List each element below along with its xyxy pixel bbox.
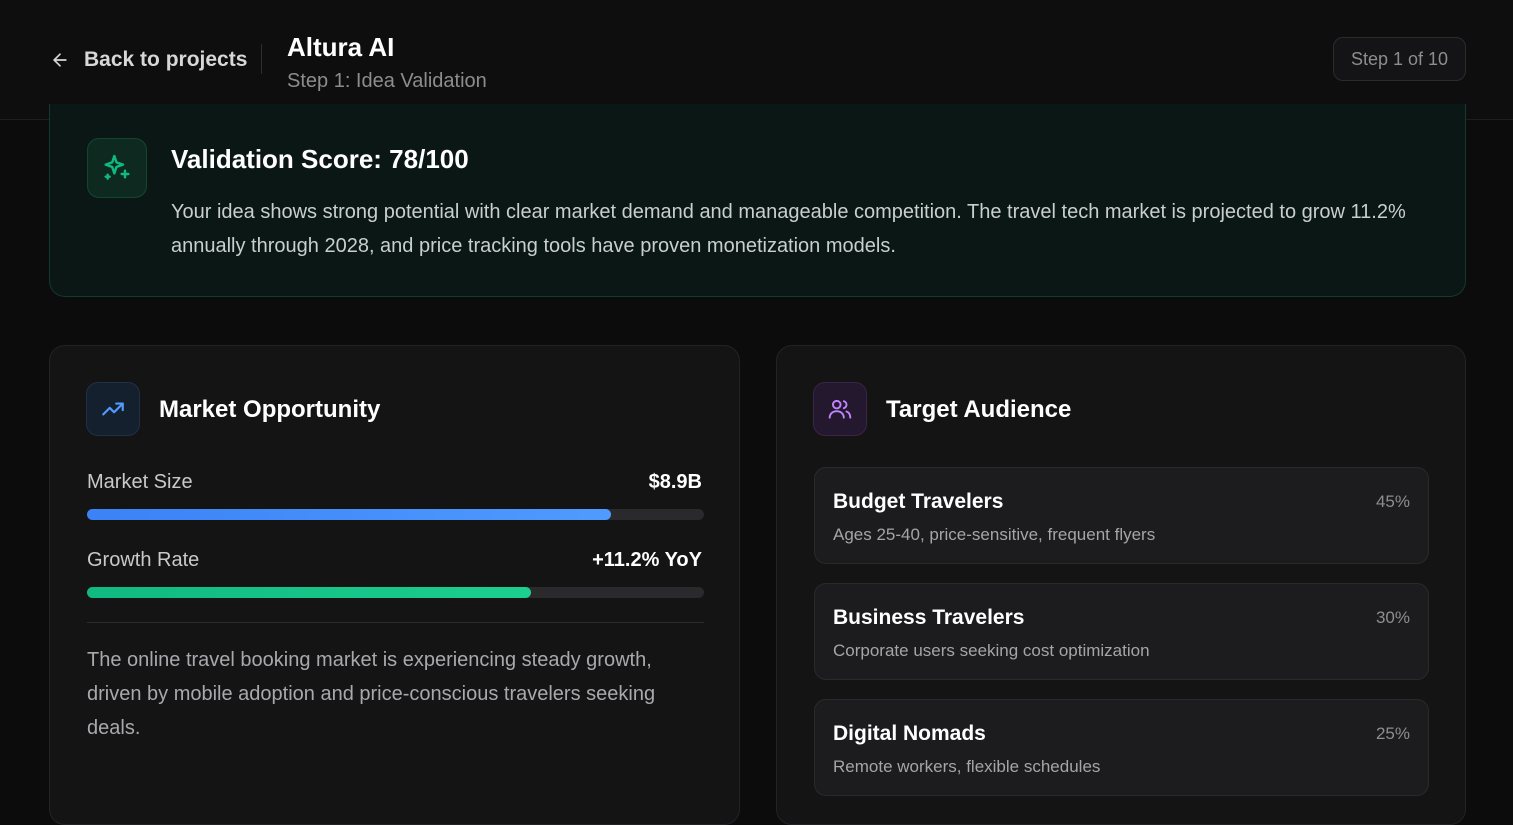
back-link-label: Back to projects: [84, 48, 248, 71]
segment-description: Ages 25-40, price-sensitive, frequent fl…: [833, 525, 1156, 544]
segment-share: 30%: [1375, 608, 1410, 627]
audience-segment[interactable]: Digital Nomads Remote workers, flexible …: [814, 699, 1429, 796]
step-subtitle: Step 1: Idea Validation: [287, 70, 487, 92]
users-icon: [813, 382, 867, 436]
validation-score-card: Validation Score: 78/100 Your idea shows…: [49, 104, 1466, 297]
arrow-left-icon: [53, 53, 67, 67]
market-size-bar-fill: [87, 509, 612, 520]
header-divider: [261, 44, 262, 74]
growth-rate-value: +11.2% YoY: [592, 549, 702, 571]
segment-share: 25%: [1375, 724, 1410, 743]
market-description: The online travel booking market is expe…: [87, 649, 656, 739]
segment-name: Digital Nomads: [833, 722, 986, 745]
segment-description: Remote workers, flexible schedules: [833, 757, 1101, 776]
validation-score-title: Validation Score: 78/100: [171, 144, 469, 174]
segment-name: Budget Travelers: [833, 490, 1004, 513]
step-badge: Step 1 of 10: [1333, 37, 1466, 81]
validation-score-description: Your idea shows strong potential with cl…: [171, 201, 1406, 257]
market-opportunity-title: Market Opportunity: [159, 396, 381, 423]
trending-up-icon: [86, 382, 140, 436]
sparkles-icon: [87, 138, 147, 198]
market-opportunity-card: Market Opportunity Market Size $8.9B Gro…: [49, 345, 740, 825]
top-header: Back to projects Altura AI Step 1: Idea …: [0, 0, 1513, 120]
growth-rate-bar: [87, 587, 704, 598]
back-to-projects-link[interactable]: Back to projects: [50, 46, 247, 74]
market-divider: [87, 622, 704, 623]
target-audience-card: Target Audience Budget Travelers Ages 25…: [776, 345, 1466, 825]
segment-name: Business Travelers: [833, 606, 1025, 629]
market-size-label: Market Size: [87, 471, 193, 493]
audience-segment[interactable]: Business Travelers Corporate users seeki…: [814, 583, 1429, 680]
market-size-bar: [87, 509, 704, 520]
audience-segment[interactable]: Budget Travelers Ages 25-40, price-sensi…: [814, 467, 1429, 564]
growth-rate-bar-fill: [87, 587, 532, 598]
growth-rate-label: Growth Rate: [87, 549, 200, 571]
project-title: Altura AI: [287, 32, 395, 62]
target-audience-title: Target Audience: [886, 396, 1072, 423]
market-size-value: $8.9B: [648, 471, 702, 493]
segment-share: 45%: [1375, 492, 1410, 511]
segment-description: Corporate users seeking cost optimizatio…: [833, 641, 1150, 660]
